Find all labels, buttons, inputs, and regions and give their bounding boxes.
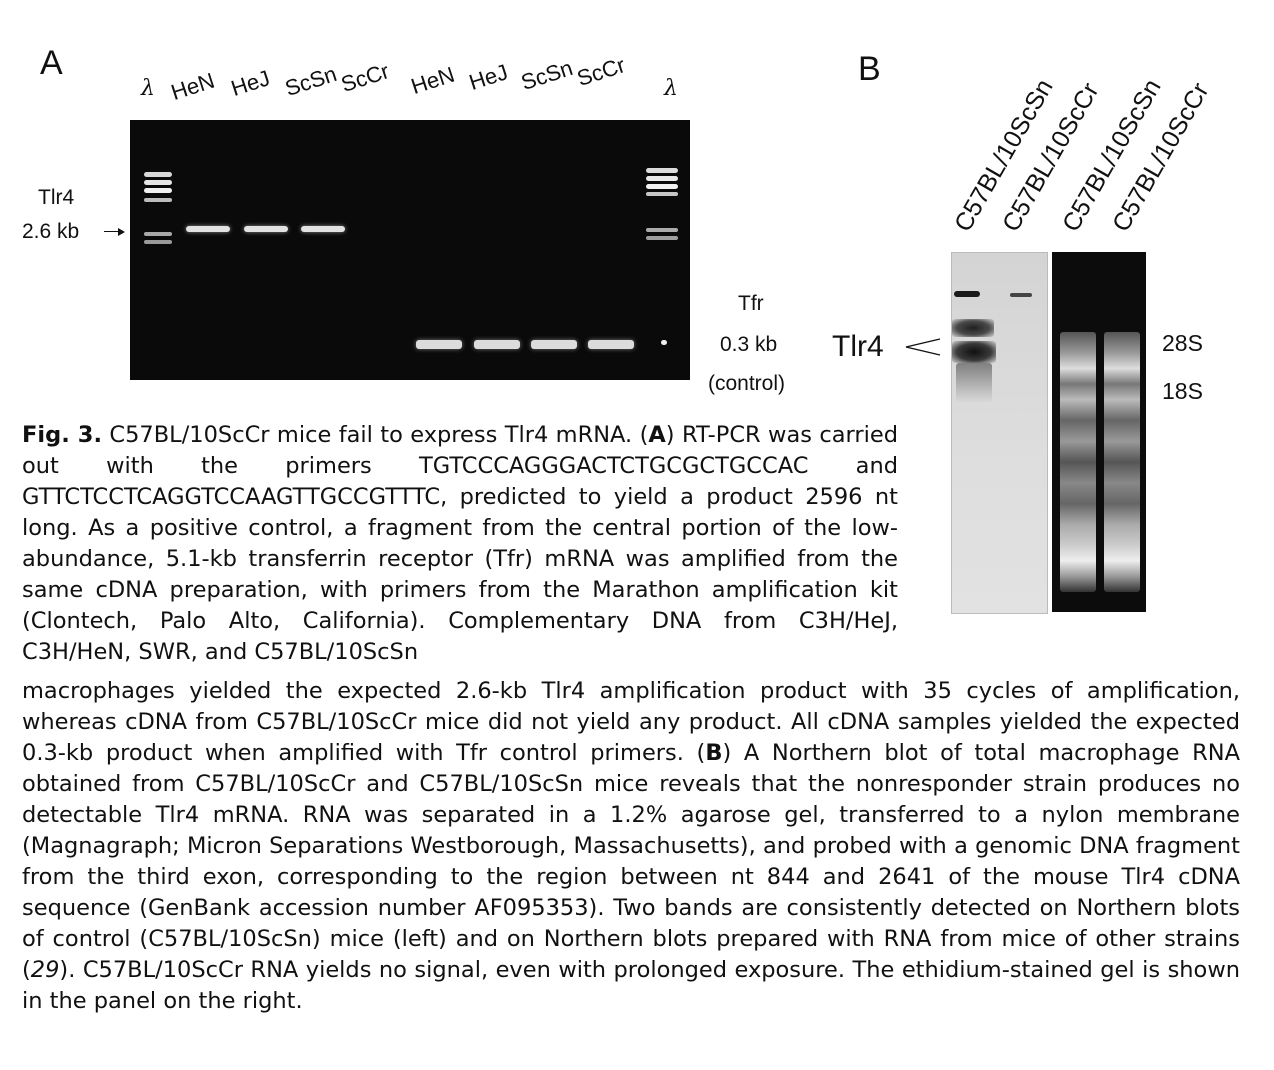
rt-pcr-gel (130, 120, 690, 380)
caption-text-a: ) RT-PCR was carried out with the primer… (22, 422, 898, 665)
lane-label-hej-1: HeJ (227, 65, 273, 102)
ladder-dot (661, 340, 667, 345)
tlr4-arrowhead-icon (118, 228, 125, 236)
tlr4-band-hej (244, 226, 288, 232)
ladder-band (646, 176, 678, 181)
caption-a-letter: A (648, 422, 666, 448)
lane-label-hen-2: HeN (407, 61, 458, 100)
lane-label-sccr-2: ScCr (573, 52, 629, 92)
tlr4-band-scsn (301, 226, 345, 232)
tlr4-signal-lower (952, 341, 996, 363)
tlr4-label-a: Tlr4 (38, 186, 75, 209)
marker-18s: 18S (1162, 378, 1203, 404)
lane-label-hen-1: HeN (167, 67, 218, 106)
blot-band-top-sccr (1010, 293, 1032, 297)
ladder-band (646, 236, 678, 240)
ladder-band (144, 180, 172, 185)
ladder-band (646, 184, 678, 189)
caption-part-1: Fig. 3. C57BL/10ScCr mice fail to expres… (22, 420, 898, 668)
tlr4-arrow-icon (104, 231, 118, 232)
ladder-band (144, 172, 172, 177)
lane-label-scsn-1: ScSn (281, 61, 340, 102)
caption-b-letter: B (705, 740, 723, 766)
tfr-band-sccr (588, 340, 634, 349)
ladder-band (144, 198, 172, 202)
caption-part-2: macrophages yielded the expected 2.6-kb … (22, 676, 1240, 1017)
lane-label-lambda-2: λ (664, 76, 678, 101)
caption-text-b: ) A Northern blot of total macrophage RN… (22, 740, 1240, 983)
tfr-band-scsn (531, 340, 577, 349)
tlr4-smear (956, 363, 992, 403)
tfr-band-hej (474, 340, 520, 349)
ethidium-gel (1052, 252, 1146, 612)
tlr4-size-label: 2.6 kb (22, 220, 80, 243)
northern-blot (951, 252, 1048, 614)
figure-caption-continued: macrophages yielded the expected 2.6-kb … (22, 676, 1240, 1017)
tfr-band-hen (416, 340, 462, 349)
ladder-band (646, 168, 678, 173)
caption-title: C57BL/10ScCr mice fail to express Tlr4 m… (102, 422, 649, 448)
figure-caption: Fig. 3. C57BL/10ScCr mice fail to expres… (22, 420, 898, 668)
gel-lane-scsn (1060, 332, 1096, 592)
tlr4-label-b: Tlr4 (832, 330, 884, 363)
ladder-band (144, 232, 172, 236)
caption-text-end: ). C57BL/10ScCr RNA yields no signal, ev… (22, 957, 1240, 1014)
tfr-control-label: (control) (708, 372, 786, 395)
blot-band-top-scsn (954, 291, 980, 297)
tlr4-band-hen (186, 226, 230, 232)
tlr4-pointer-icon (905, 338, 941, 356)
marker-28s: 28S (1162, 330, 1203, 356)
gel-lane-sccr (1104, 332, 1140, 592)
lane-label-hej-2: HeJ (465, 59, 511, 96)
ladder-band (646, 192, 678, 196)
ladder-band (144, 240, 172, 244)
lane-label-lambda-1: λ (141, 76, 155, 101)
panel-b-letter: B (858, 50, 881, 88)
tfr-size-label: 0.3 kb (720, 333, 778, 356)
caption-ref: 29 (30, 957, 60, 983)
lane-label-scsn-2: ScSn (517, 55, 576, 96)
tlr4-signal-upper (952, 319, 994, 337)
ladder-band (144, 188, 172, 193)
fig-label: Fig. 3. (22, 422, 103, 448)
ladder-band (646, 228, 678, 232)
lane-label-sccr-1: ScCr (337, 58, 393, 98)
caption-text-a2: macrophages yielded the expected 2.6-kb … (22, 678, 1240, 766)
tfr-label: Tfr (738, 292, 764, 315)
panel-a-letter: A (40, 44, 63, 82)
